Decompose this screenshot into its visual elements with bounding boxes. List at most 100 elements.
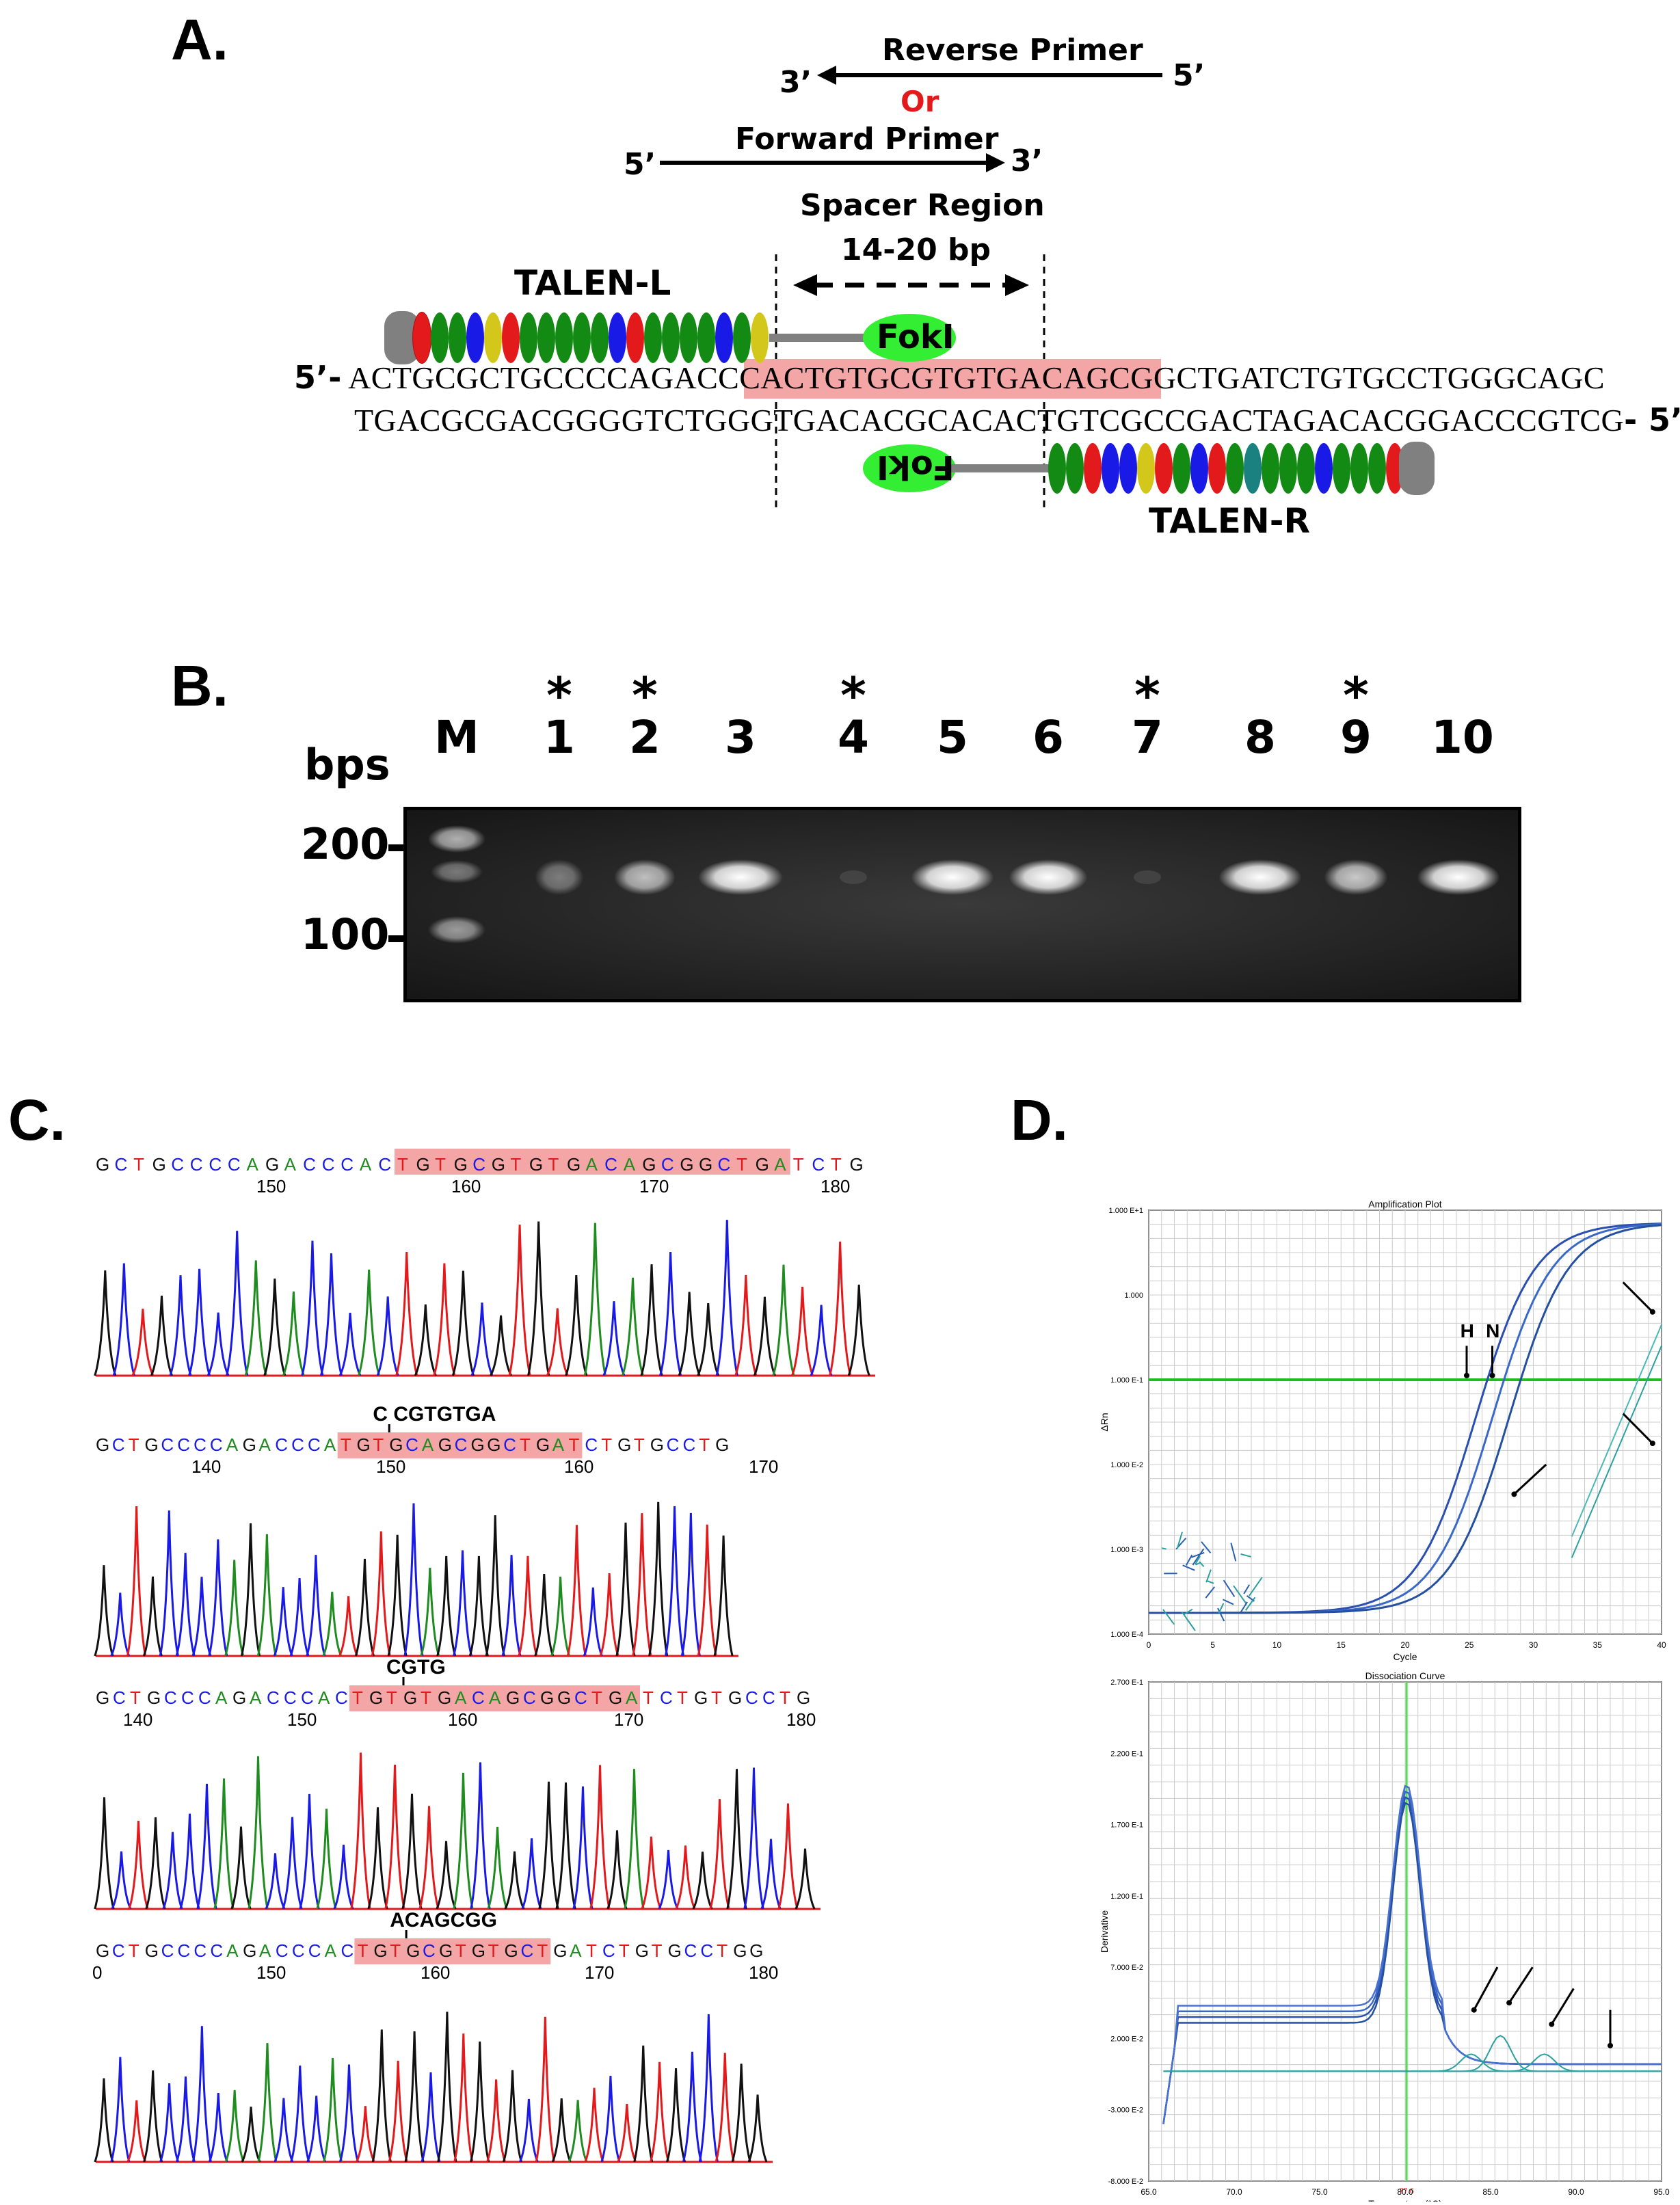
trace-peak bbox=[371, 2029, 392, 2163]
trace-peak bbox=[159, 2083, 180, 2163]
trace-peak bbox=[142, 1576, 163, 1657]
spacer-title: Spacer Region bbox=[800, 188, 1045, 223]
base-call: T bbox=[569, 1434, 580, 1455]
trace-peak bbox=[126, 2100, 147, 2163]
trace-peak bbox=[453, 1772, 474, 1910]
position-tick: 160 bbox=[448, 1709, 477, 1730]
trace-peak bbox=[301, 1240, 324, 1376]
lane-label-8: 8 bbox=[1244, 711, 1276, 764]
noise-segment bbox=[1190, 1551, 1205, 1558]
bottom-seq: TGACGCGACGGGGTCTGGGTGACACGCACACTGTCGCCGA… bbox=[354, 403, 1625, 438]
talen-l-label: TALEN-L bbox=[514, 263, 671, 303]
trace-peak bbox=[715, 1220, 738, 1376]
trace-peak bbox=[772, 1264, 795, 1376]
trace-peak bbox=[241, 2107, 261, 2163]
trace-peak bbox=[555, 1782, 576, 1910]
noise-segment bbox=[1195, 1562, 1201, 1566]
noise-segment bbox=[1199, 1561, 1205, 1568]
base-call: A bbox=[626, 1687, 638, 1708]
trace-peak bbox=[436, 1555, 457, 1657]
spacer-highlight bbox=[354, 1938, 551, 1964]
base-call: C bbox=[472, 1687, 485, 1708]
base-call: G bbox=[470, 1434, 484, 1455]
gel-bands bbox=[407, 810, 1518, 999]
trace-peak bbox=[490, 1315, 513, 1376]
base-call: T bbox=[831, 1154, 842, 1175]
y-axis-label: Derivative bbox=[1099, 1910, 1110, 1953]
diss-arrow-2 bbox=[1508, 1966, 1534, 2004]
base-call: C bbox=[210, 1434, 223, 1455]
base-call: C bbox=[718, 1154, 731, 1175]
panel-b: bps 200 100 M 1 * 2 * 3 4 * 5 6 7 * 8 9 * 10 bbox=[0, 667, 1680, 1026]
base-call: G bbox=[389, 1434, 403, 1455]
melt-curve-4 bbox=[1162, 1785, 1662, 2124]
base-call: G bbox=[243, 1434, 256, 1455]
trace-peak bbox=[265, 1853, 286, 1910]
base-call: G bbox=[492, 1154, 505, 1175]
base-call: G bbox=[416, 1154, 430, 1175]
panel-d: Amplification Plot 0 5 10 15 20 25 30 35 40 1.000 … bbox=[1074, 1190, 1675, 2205]
panel-label-c: C. bbox=[8, 1088, 66, 1152]
base-call: C bbox=[661, 1154, 674, 1175]
base-call: G bbox=[553, 1940, 567, 1961]
base-call: G bbox=[265, 1154, 279, 1175]
arrow-4 bbox=[1622, 1413, 1653, 1445]
position-tick: 170 bbox=[614, 1709, 643, 1730]
base-call: C bbox=[378, 1154, 391, 1175]
position-tick: 160 bbox=[564, 1456, 594, 1477]
trace-peak bbox=[790, 1287, 814, 1376]
trace-peak bbox=[188, 1268, 211, 1376]
y-tick: 1.700 E-1 bbox=[1110, 1821, 1143, 1830]
position-tick: 180 bbox=[786, 1709, 816, 1730]
base-call: A bbox=[318, 1687, 330, 1708]
base-call: C bbox=[745, 1687, 758, 1708]
base-call: A bbox=[259, 1940, 271, 1961]
trace-peak bbox=[664, 1506, 685, 1657]
trace-peak bbox=[175, 2076, 196, 2163]
arrow-head-4 bbox=[1649, 1441, 1655, 1446]
trace-peak bbox=[421, 2072, 441, 2163]
bps-label: bps bbox=[304, 740, 390, 790]
top-strand: 5’- ACTGCGCTGCCCCAGACCCACTGTGCGTGTGACAGC… bbox=[294, 359, 1605, 396]
base-call: T bbox=[736, 1154, 747, 1175]
diss-arrow-head-4 bbox=[1608, 2042, 1613, 2048]
base-call: T bbox=[520, 1434, 531, 1455]
ladder-band-150 bbox=[431, 860, 483, 883]
band-lane-10 bbox=[1417, 859, 1500, 895]
trace-peak bbox=[436, 1841, 457, 1910]
band-lane-7 bbox=[1134, 870, 1161, 884]
arrow-head-1 bbox=[1464, 1372, 1469, 1378]
reverse-5prime: 5’ bbox=[1173, 58, 1205, 93]
base-call: T bbox=[699, 1434, 710, 1455]
noise-segment bbox=[1233, 1585, 1248, 1605]
trace-peak bbox=[617, 2104, 637, 2163]
x-tick: 70.0 bbox=[1226, 2187, 1242, 2197]
base-call: A bbox=[250, 1687, 262, 1708]
base-call: C bbox=[177, 1434, 190, 1455]
base-call: T bbox=[341, 1434, 351, 1455]
y-tick: -8.000 E-2 bbox=[1108, 2178, 1143, 2186]
insert-label: CGTG bbox=[386, 1656, 446, 1679]
forward-primer-arrow bbox=[660, 153, 1005, 172]
panel-label-a: A. bbox=[171, 8, 228, 72]
noise-segment bbox=[1182, 1564, 1195, 1571]
noise-segment bbox=[1206, 1580, 1214, 1584]
insert-label: ACAGCGG bbox=[390, 1909, 497, 1932]
position-tick: 170 bbox=[749, 1456, 778, 1477]
trace-peak bbox=[692, 1852, 713, 1910]
base-call: C bbox=[210, 1940, 223, 1961]
y-tick: 1.000 E+1 bbox=[1109, 1207, 1143, 1215]
spacer-highlight bbox=[337, 1432, 583, 1458]
y-tick: 1.000 bbox=[1124, 1292, 1143, 1300]
x-tick: 20 bbox=[1400, 1640, 1410, 1650]
foki-left: FokI bbox=[877, 318, 955, 356]
base-call: C bbox=[291, 1434, 304, 1455]
base-call: T bbox=[779, 1687, 790, 1708]
trace-peak bbox=[323, 2057, 343, 2163]
trace-peak bbox=[94, 2078, 114, 2163]
trace-peak bbox=[289, 1577, 310, 1657]
noise-segment bbox=[1244, 1596, 1256, 1611]
band-lane-5 bbox=[911, 859, 994, 895]
base-call: A bbox=[586, 1154, 598, 1175]
